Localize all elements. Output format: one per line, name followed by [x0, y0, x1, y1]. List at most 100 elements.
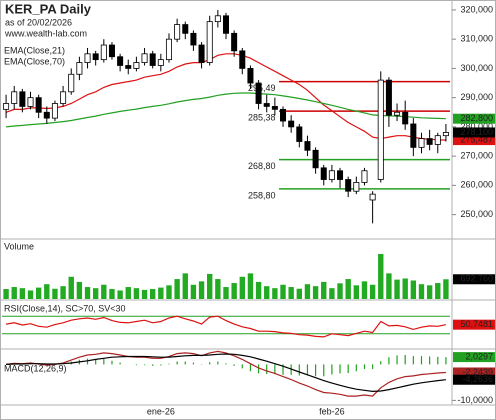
candle-body — [92, 53, 99, 61]
last-value-label: 282,800 — [460, 113, 493, 123]
volume-bar — [11, 287, 17, 299]
candle-body — [141, 53, 148, 63]
y-tick-label: -10,0000 — [457, 395, 493, 405]
candle-body — [68, 73, 75, 93]
level-label: 285,38 — [248, 113, 276, 123]
volume-bar — [288, 287, 294, 299]
volume-bar — [52, 288, 58, 299]
volume-bar — [410, 280, 417, 299]
legend-entry: EMA(Close,21) — [4, 45, 65, 55]
volume-bar — [435, 283, 441, 299]
last-value-label: -2,2439 — [462, 367, 493, 377]
volume-bar — [353, 285, 360, 299]
volume-bar — [264, 286, 270, 299]
volume-bar — [207, 273, 213, 299]
candle-body — [60, 91, 67, 104]
volume-bar — [158, 287, 164, 299]
candle-body — [320, 167, 327, 180]
volume-bar — [280, 284, 286, 299]
last-value-box — [453, 319, 495, 330]
last-value-box — [453, 135, 495, 146]
volume-bar — [345, 279, 351, 299]
candle-body — [100, 44, 107, 61]
volume-bar — [394, 279, 400, 299]
candle-body — [231, 32, 238, 52]
volume-bar — [321, 281, 327, 299]
candle-body — [190, 32, 197, 46]
volume-bar — [402, 278, 408, 299]
x-tick-label: feb-26 — [319, 406, 345, 416]
source: www.wealth-lab.com — [4, 28, 87, 38]
chart-title: KER_PA Daily — [5, 1, 92, 16]
last-value-label: 692,760 — [460, 274, 493, 284]
candle-body — [337, 170, 344, 180]
last-value-box — [453, 127, 495, 138]
candle-body — [84, 53, 91, 63]
volume-bar — [239, 276, 245, 299]
level-label: 258,80 — [248, 190, 276, 200]
volume-bar — [133, 288, 140, 299]
volume-bar — [19, 288, 26, 299]
candle-body — [11, 91, 18, 104]
volume-bar — [109, 289, 115, 299]
candle-body — [3, 103, 10, 110]
volume-bar — [117, 290, 123, 299]
last-value-box — [453, 374, 495, 385]
y-tick-label: 250,000 — [460, 209, 493, 219]
volume-bar — [329, 288, 335, 299]
y-tick-label: 320,000 — [460, 4, 493, 14]
candle-body — [43, 111, 50, 119]
panel-title: Volume — [4, 241, 34, 251]
candle-body — [434, 135, 441, 145]
volume-bar — [182, 273, 188, 299]
volume-bar — [198, 281, 205, 299]
level-label: 295,49 — [248, 83, 276, 93]
volume-bar — [101, 284, 107, 299]
volume-bar — [68, 276, 74, 299]
volume-bar — [84, 287, 91, 299]
volume-bar — [304, 284, 311, 299]
candle-body — [271, 106, 278, 110]
candle-body — [410, 123, 417, 148]
candle-body — [328, 170, 335, 180]
macd-line — [6, 350, 446, 397]
candle-body — [280, 108, 287, 122]
candle-body — [149, 53, 156, 66]
candle-body — [377, 79, 384, 180]
candle-body — [27, 97, 34, 107]
rsi-line — [6, 315, 447, 338]
candle-body — [247, 68, 254, 84]
candle-body — [76, 62, 83, 75]
panel-title: RSI(Close,14), SC>70, SV<30 — [4, 303, 126, 313]
candle-body — [418, 138, 425, 148]
candle-body — [288, 120, 295, 128]
candle-body — [125, 65, 132, 69]
y-tick-label: 290,000 — [460, 92, 493, 102]
last-value-box — [453, 352, 495, 363]
candle-body — [35, 97, 42, 113]
volume-bar — [312, 286, 319, 299]
candle-body — [442, 132, 449, 137]
subtitle: as of 20/02/2026 — [5, 17, 72, 27]
candle-body — [312, 149, 319, 169]
last-value-label: 2,0297 — [465, 351, 493, 361]
volume-bar — [125, 287, 131, 299]
volume-bar — [231, 283, 237, 299]
candle-body — [263, 103, 270, 107]
candle-body — [222, 15, 230, 34]
candle-body — [426, 138, 433, 145]
last-value-label: -4,2636 — [462, 374, 493, 384]
last-value-box — [453, 113, 495, 124]
y-tick-label: 310,000 — [460, 34, 493, 44]
volume-bar — [150, 289, 156, 299]
y-tick-label: 260,000 — [460, 180, 493, 190]
candle-body — [239, 50, 246, 69]
volume-bar — [386, 273, 392, 299]
volume-bar — [418, 284, 425, 299]
legend-entry: EMA(Close,70) — [4, 56, 65, 66]
macd-line — [6, 353, 446, 393]
y-tick-label: 280,000 — [460, 121, 493, 131]
candle-body — [361, 170, 368, 183]
volume-bar — [296, 288, 302, 299]
